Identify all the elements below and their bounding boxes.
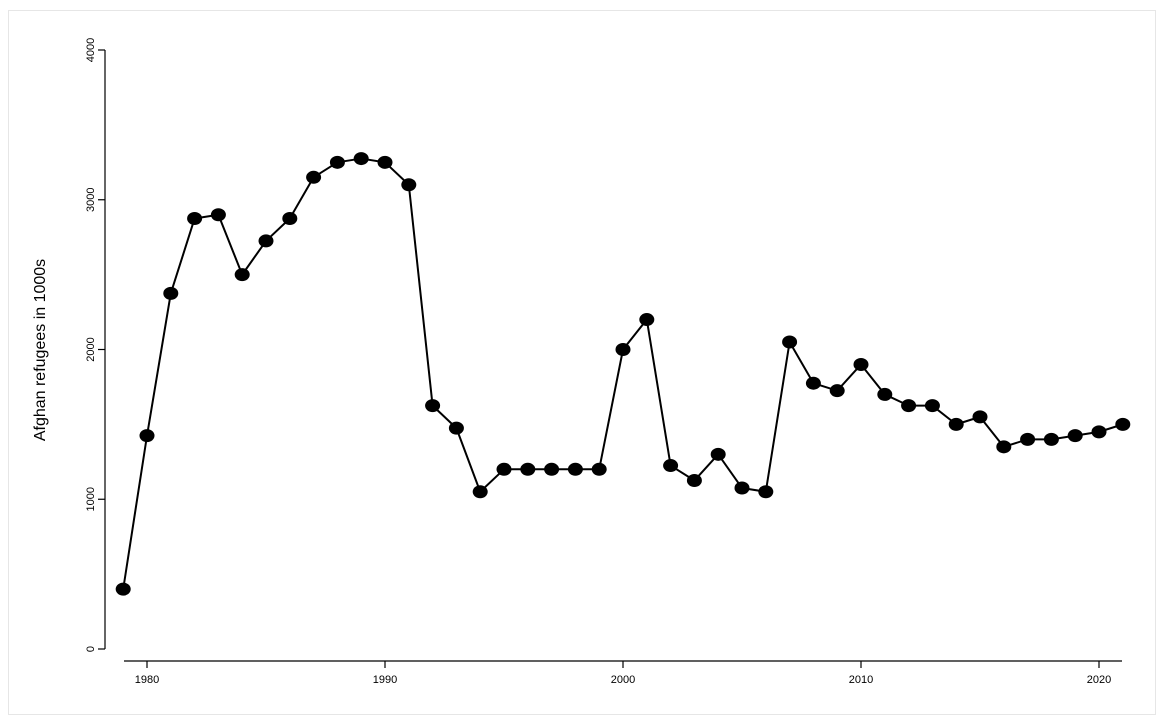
x-tick-label: 2020 [1087, 674, 1111, 686]
y-tick-label: 4000 [85, 38, 97, 62]
data-point [258, 234, 274, 248]
data-point [139, 429, 155, 443]
data-point [877, 387, 893, 401]
x-tick-label: 1990 [373, 674, 397, 686]
data-point [615, 343, 631, 356]
x-tick-label: 1980 [135, 674, 159, 686]
data-point [353, 152, 369, 166]
data-point [187, 211, 203, 225]
data-point [1020, 432, 1036, 446]
y-tick-label: 1000 [85, 487, 97, 511]
series-line [122, 157, 1124, 590]
data-point [1043, 432, 1059, 446]
data-point [520, 462, 536, 476]
y-axis-title: Afghan refugees in 1000s [32, 259, 49, 441]
data-point [282, 211, 298, 225]
data-point [234, 268, 250, 282]
data-point [377, 155, 393, 169]
data-point [210, 208, 226, 222]
chart-frame [8, 10, 1156, 715]
data-point [996, 440, 1012, 454]
x-tick-label: 2010 [849, 674, 873, 686]
data-point [448, 421, 464, 435]
data-point [591, 462, 607, 476]
x-tick-label: 2000 [611, 674, 635, 686]
data-point [805, 376, 821, 390]
data-point [472, 485, 488, 499]
data-point [948, 417, 964, 431]
plot-area [115, 152, 1131, 596]
y-axis: 0 1000 2000 3000 4000 [85, 38, 106, 652]
data-point [329, 155, 345, 169]
y-tick-label: 2000 [85, 337, 97, 361]
x-axis: 1980 1990 2000 2010 2020 [124, 660, 1122, 686]
data-point [1067, 429, 1083, 443]
data-point [853, 357, 869, 371]
data-point [496, 462, 512, 476]
data-point [115, 582, 131, 596]
data-point [829, 384, 845, 398]
data-point [544, 462, 560, 476]
y-tick-label: 0 [85, 646, 97, 652]
data-point [758, 485, 774, 499]
data-point [710, 447, 726, 461]
data-point [734, 481, 750, 495]
data-point [639, 313, 655, 327]
data-point [1115, 417, 1131, 431]
data-point [663, 459, 679, 473]
data-point [686, 474, 702, 488]
data-point [782, 335, 798, 349]
y-tick-label: 3000 [85, 188, 97, 212]
data-point [924, 399, 940, 413]
data-point [401, 178, 417, 192]
data-point [901, 399, 917, 413]
data-point [567, 462, 583, 476]
data-point [1091, 425, 1107, 439]
data-point [972, 410, 988, 424]
data-point [163, 286, 179, 300]
data-point [425, 399, 441, 413]
data-point [306, 170, 322, 184]
